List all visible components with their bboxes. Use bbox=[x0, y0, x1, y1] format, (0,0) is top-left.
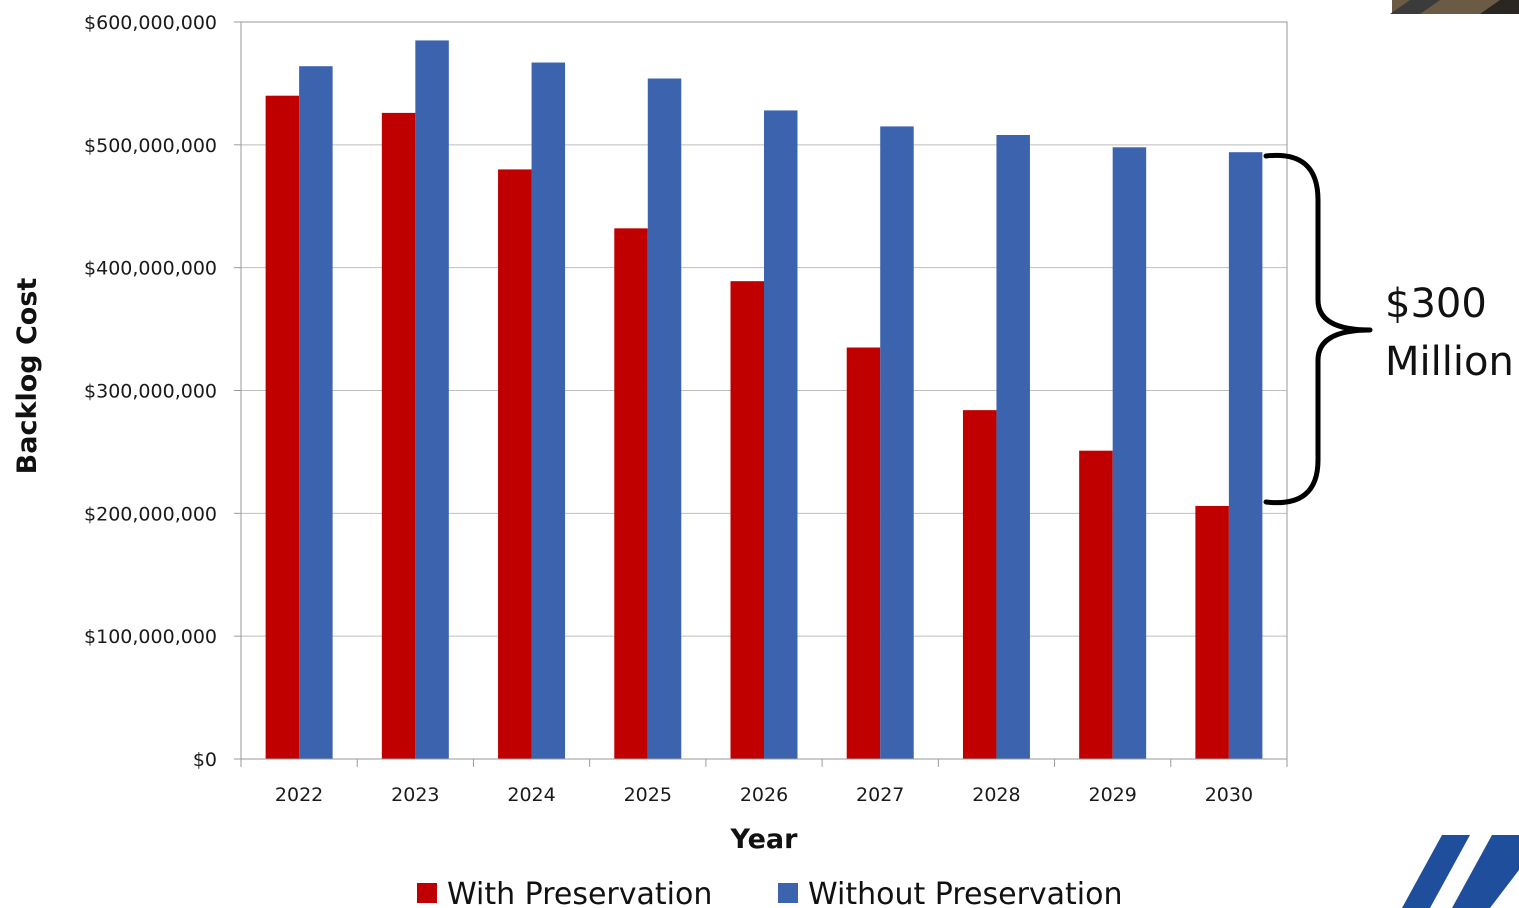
bar-with-preservation-2023 bbox=[381, 112, 416, 759]
bar-without-preservation-2024 bbox=[531, 62, 566, 760]
legend-swatch-without-preservation bbox=[778, 883, 798, 903]
y-tick-label: $100,000,000 bbox=[84, 626, 217, 648]
bar-without-preservation-2028 bbox=[996, 135, 1030, 760]
bar-without-preservation-2030 bbox=[1228, 152, 1263, 759]
legend-label-without-preservation: Without Preservation bbox=[808, 877, 1123, 908]
x-tick-label: 2027 bbox=[856, 784, 904, 806]
photo-thumbnail bbox=[1332, 0, 1519, 14]
y-tick-label: $400,000,000 bbox=[84, 258, 217, 280]
y-axis-title: Backlog Cost bbox=[12, 278, 43, 475]
legend-label-with-preservation: With Preservation bbox=[447, 877, 712, 908]
bar-with-preservation-2029 bbox=[1079, 450, 1113, 759]
curly-brace-annotation bbox=[1263, 152, 1373, 506]
annotation-amount: $300 bbox=[1385, 281, 1487, 327]
x-axis-title: Year bbox=[730, 824, 799, 855]
bar-without-preservation-2023 bbox=[415, 40, 449, 760]
bar-without-preservation-2025 bbox=[647, 78, 682, 759]
legend-swatch-with-preservation bbox=[417, 883, 437, 903]
x-tick-label: 2023 bbox=[391, 784, 439, 806]
y-tick-label: $500,000,000 bbox=[84, 135, 217, 157]
bar-with-preservation-2024 bbox=[498, 169, 532, 759]
y-tick-label: $200,000,000 bbox=[84, 503, 217, 525]
axes bbox=[234, 21, 1288, 767]
legend: With Preservation Without Preservation bbox=[417, 877, 1123, 908]
bar-with-preservation-2030 bbox=[1195, 505, 1229, 759]
x-tick-label: 2022 bbox=[275, 784, 323, 806]
bar-with-preservation-2025 bbox=[614, 228, 648, 760]
bars bbox=[265, 40, 1263, 760]
y-tick-label: $0 bbox=[193, 749, 217, 771]
agency-logo bbox=[1402, 835, 1519, 908]
x-tick-label: 2024 bbox=[507, 784, 555, 806]
x-tick-labels: 2022 2023 2024 2025 2026 2027 2028 2029 2030 bbox=[275, 784, 1253, 806]
x-tick-label: 2028 bbox=[972, 784, 1020, 806]
y-tick-label: $600,000,000 bbox=[84, 12, 217, 34]
bar-without-preservation-2027 bbox=[880, 126, 914, 760]
y-tick-label: $300,000,000 bbox=[84, 381, 217, 403]
y-tick-labels: $0 $100,000,000 $200,000,000 $300,000,000 $4… bbox=[84, 12, 217, 771]
bar-with-preservation-2027 bbox=[846, 347, 881, 759]
bar-with-preservation-2026 bbox=[730, 281, 764, 759]
x-tick-label: 2025 bbox=[624, 784, 672, 806]
annotation-unit: Million bbox=[1385, 339, 1514, 385]
bar-without-preservation-2022 bbox=[299, 66, 333, 760]
bar-with-preservation-2028 bbox=[962, 410, 997, 759]
x-tick-label: 2030 bbox=[1205, 784, 1253, 806]
x-tick-label: 2026 bbox=[740, 784, 788, 806]
bar-without-preservation-2026 bbox=[764, 110, 798, 759]
bar-with-preservation-2022 bbox=[265, 95, 300, 759]
x-tick-label: 2029 bbox=[1088, 784, 1136, 806]
bar-without-preservation-2029 bbox=[1112, 147, 1147, 760]
